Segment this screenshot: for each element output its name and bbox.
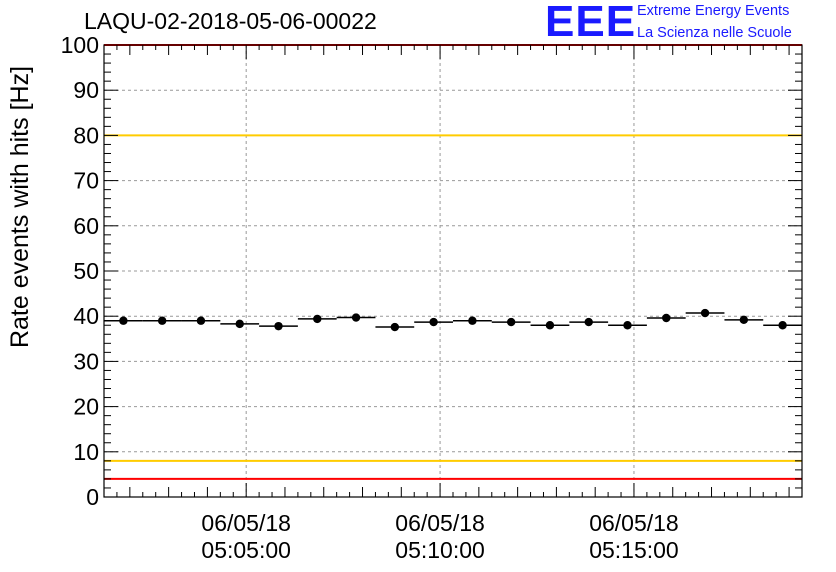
data-point [196, 316, 206, 325]
data-point [506, 317, 516, 327]
y-tick-label: 80 [73, 122, 99, 148]
data-point [157, 316, 167, 325]
logo-line-2: La Scienza nelle Scuole [637, 25, 792, 41]
y-tick-label: 0 [86, 484, 99, 510]
data-point [468, 316, 477, 325]
data-point [313, 314, 322, 324]
data-point [274, 321, 283, 331]
data-point [429, 317, 438, 327]
data-point [739, 315, 749, 325]
x-tick-label-date: 06/05/18 [589, 510, 679, 536]
x-tick-label-date: 06/05/18 [395, 510, 485, 536]
y-axis-label: Rate events with hits [Hz] [6, 66, 34, 348]
x-tick-label-time: 05:15:00 [589, 537, 679, 563]
x-axis-ticks: 06/05/1805:05:0006/05/1805:10:0006/05/18… [103, 45, 803, 563]
x-tick-label-date: 06/05/18 [201, 510, 291, 536]
y-tick-label: 20 [73, 394, 99, 420]
data-point [584, 317, 593, 327]
y-axis-ticks: 0 10 20 30 40 50 60 70 80 90 100 [61, 32, 802, 510]
data-point [119, 316, 128, 325]
x-tick-label-time: 05:10:00 [395, 537, 485, 563]
y-tick-label: 60 [73, 213, 99, 239]
y-tick-label: 30 [73, 348, 99, 374]
y-tick-label: 100 [61, 32, 99, 58]
data-point [623, 321, 632, 330]
logo-line-1: Extreme Energy Events [637, 3, 790, 19]
data-point [778, 321, 787, 330]
data-point [700, 308, 710, 318]
reference-lines [104, 44, 802, 480]
y-tick-label: 70 [73, 168, 99, 194]
y-tick-label: 90 [73, 77, 99, 103]
data-point [662, 313, 671, 323]
y-tick-label: 10 [73, 439, 99, 465]
grid-lines [104, 45, 802, 497]
x-tick-label-time: 05:05:00 [201, 537, 291, 563]
data-point [545, 321, 555, 330]
eee-logo: EEE [545, 0, 637, 46]
y-tick-label: 50 [73, 258, 99, 284]
y-tick-label: 40 [73, 303, 99, 329]
data-point [351, 313, 361, 322]
data-point [390, 322, 400, 332]
data-series [104, 308, 802, 332]
chart-title: LAQU-02-2018-05-06-00022 [84, 8, 377, 34]
data-point [235, 319, 244, 329]
